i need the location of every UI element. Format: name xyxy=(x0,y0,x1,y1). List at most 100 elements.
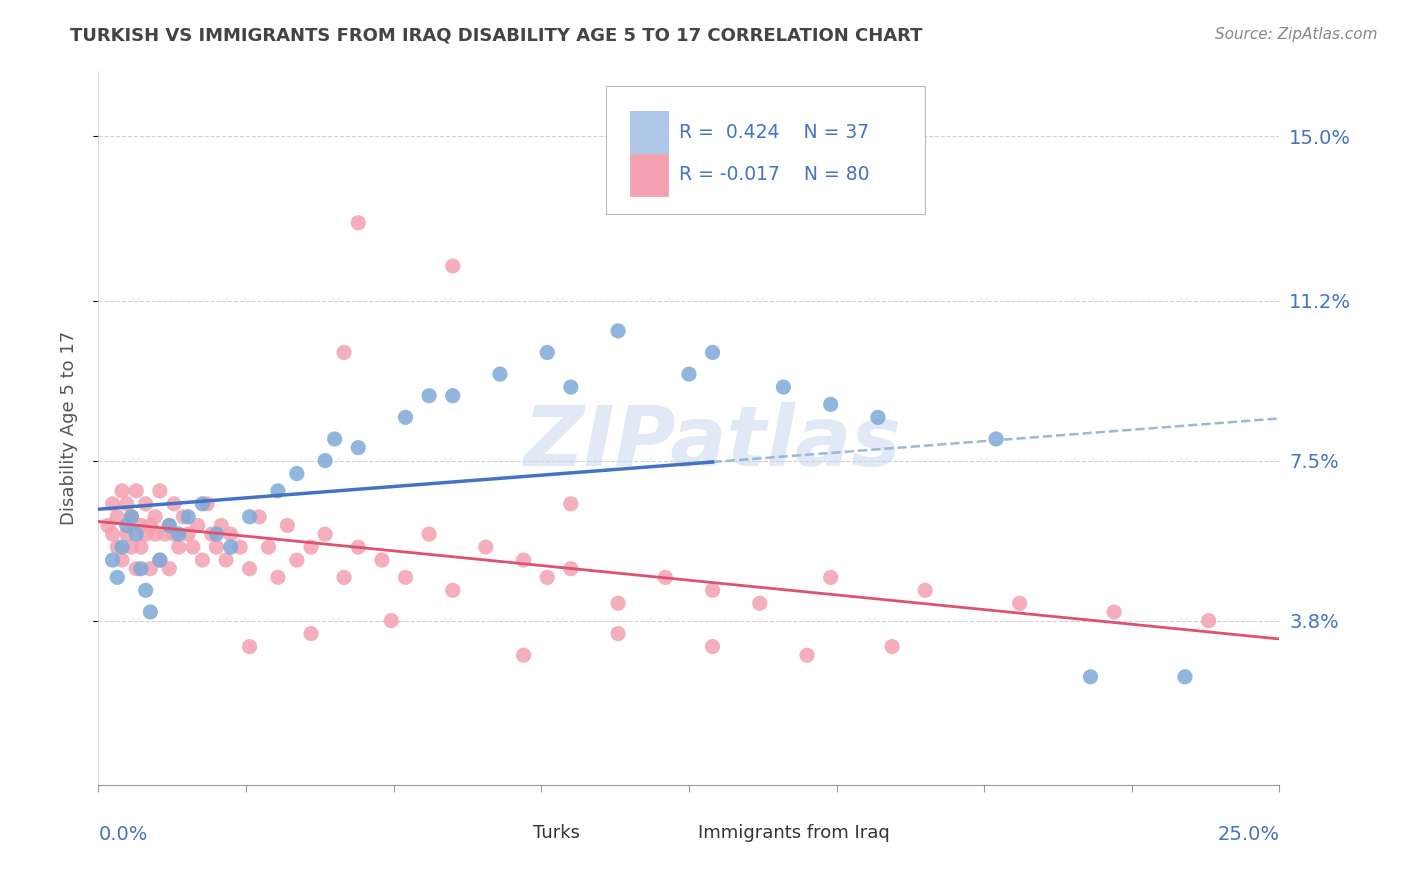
Point xyxy=(191,553,214,567)
Point xyxy=(111,540,134,554)
Point xyxy=(347,216,370,230)
Point xyxy=(135,497,157,511)
Point xyxy=(219,527,242,541)
Point xyxy=(149,553,172,567)
Point xyxy=(239,640,262,654)
Point xyxy=(125,483,148,498)
Point xyxy=(607,596,630,610)
Point xyxy=(121,509,143,524)
Point xyxy=(1080,670,1102,684)
Text: ZIPatlas: ZIPatlas xyxy=(523,402,901,483)
Point xyxy=(536,570,558,584)
Point xyxy=(607,626,630,640)
Point xyxy=(167,527,190,541)
Point xyxy=(314,527,336,541)
Point xyxy=(115,497,138,511)
Point xyxy=(181,540,204,554)
Point xyxy=(394,570,416,584)
Point xyxy=(163,527,186,541)
Point xyxy=(157,518,180,533)
Point xyxy=(560,497,582,511)
Point xyxy=(347,540,370,554)
Point xyxy=(1102,605,1125,619)
Point xyxy=(219,540,242,554)
Text: 0.0%: 0.0% xyxy=(98,825,148,845)
Point xyxy=(866,410,889,425)
Point xyxy=(187,518,209,533)
Point xyxy=(167,540,190,554)
Point xyxy=(347,441,370,455)
Point xyxy=(205,540,228,554)
Point xyxy=(441,389,464,403)
Point xyxy=(129,518,152,533)
Point xyxy=(125,562,148,576)
Point xyxy=(512,553,534,567)
FancyBboxPatch shape xyxy=(630,153,668,196)
Point xyxy=(441,259,464,273)
Point xyxy=(323,432,346,446)
Point xyxy=(267,570,290,584)
Point xyxy=(149,483,172,498)
Point xyxy=(702,345,724,359)
Point xyxy=(139,518,162,533)
Point xyxy=(285,467,308,481)
Text: Turks: Turks xyxy=(533,824,581,842)
Point xyxy=(475,540,498,554)
FancyBboxPatch shape xyxy=(664,822,693,855)
Point xyxy=(276,518,298,533)
Point xyxy=(1008,596,1031,610)
Point xyxy=(607,324,630,338)
Text: TURKISH VS IMMIGRANTS FROM IRAQ DISABILITY AGE 5 TO 17 CORRELATION CHART: TURKISH VS IMMIGRANTS FROM IRAQ DISABILI… xyxy=(70,27,922,45)
Point xyxy=(163,497,186,511)
Point xyxy=(239,562,262,576)
Point xyxy=(129,562,152,576)
Point xyxy=(536,345,558,359)
Point xyxy=(115,527,138,541)
Point xyxy=(111,483,134,498)
Point xyxy=(157,518,180,533)
Point xyxy=(257,540,280,554)
Point xyxy=(678,367,700,381)
Point xyxy=(105,540,128,554)
Point xyxy=(914,583,936,598)
Text: R = -0.017    N = 80: R = -0.017 N = 80 xyxy=(679,165,870,185)
Point xyxy=(394,410,416,425)
Point xyxy=(205,527,228,541)
Point xyxy=(748,596,770,610)
Point xyxy=(560,562,582,576)
Point xyxy=(101,553,124,567)
Point xyxy=(314,453,336,467)
Point xyxy=(820,397,842,411)
Point xyxy=(97,518,120,533)
Point xyxy=(441,583,464,598)
Point xyxy=(201,527,224,541)
Point xyxy=(1198,614,1220,628)
Point xyxy=(105,570,128,584)
Point xyxy=(772,380,794,394)
Point xyxy=(654,570,676,584)
Point xyxy=(418,527,440,541)
Point xyxy=(177,527,200,541)
Point xyxy=(149,553,172,567)
Point xyxy=(285,553,308,567)
Point xyxy=(984,432,1007,446)
Point xyxy=(209,518,232,533)
Point xyxy=(143,527,166,541)
Point xyxy=(195,497,218,511)
Point xyxy=(247,509,270,524)
Point xyxy=(560,380,582,394)
FancyBboxPatch shape xyxy=(606,86,925,214)
Text: R =  0.424    N = 37: R = 0.424 N = 37 xyxy=(679,122,870,142)
Point xyxy=(143,509,166,524)
Point xyxy=(139,605,162,619)
Point xyxy=(380,614,402,628)
FancyBboxPatch shape xyxy=(498,822,529,855)
Point xyxy=(125,527,148,541)
FancyBboxPatch shape xyxy=(630,111,668,153)
Point xyxy=(129,540,152,554)
Point xyxy=(177,509,200,524)
Point xyxy=(157,562,180,576)
Point xyxy=(172,509,194,524)
Point xyxy=(820,570,842,584)
Point xyxy=(111,553,134,567)
